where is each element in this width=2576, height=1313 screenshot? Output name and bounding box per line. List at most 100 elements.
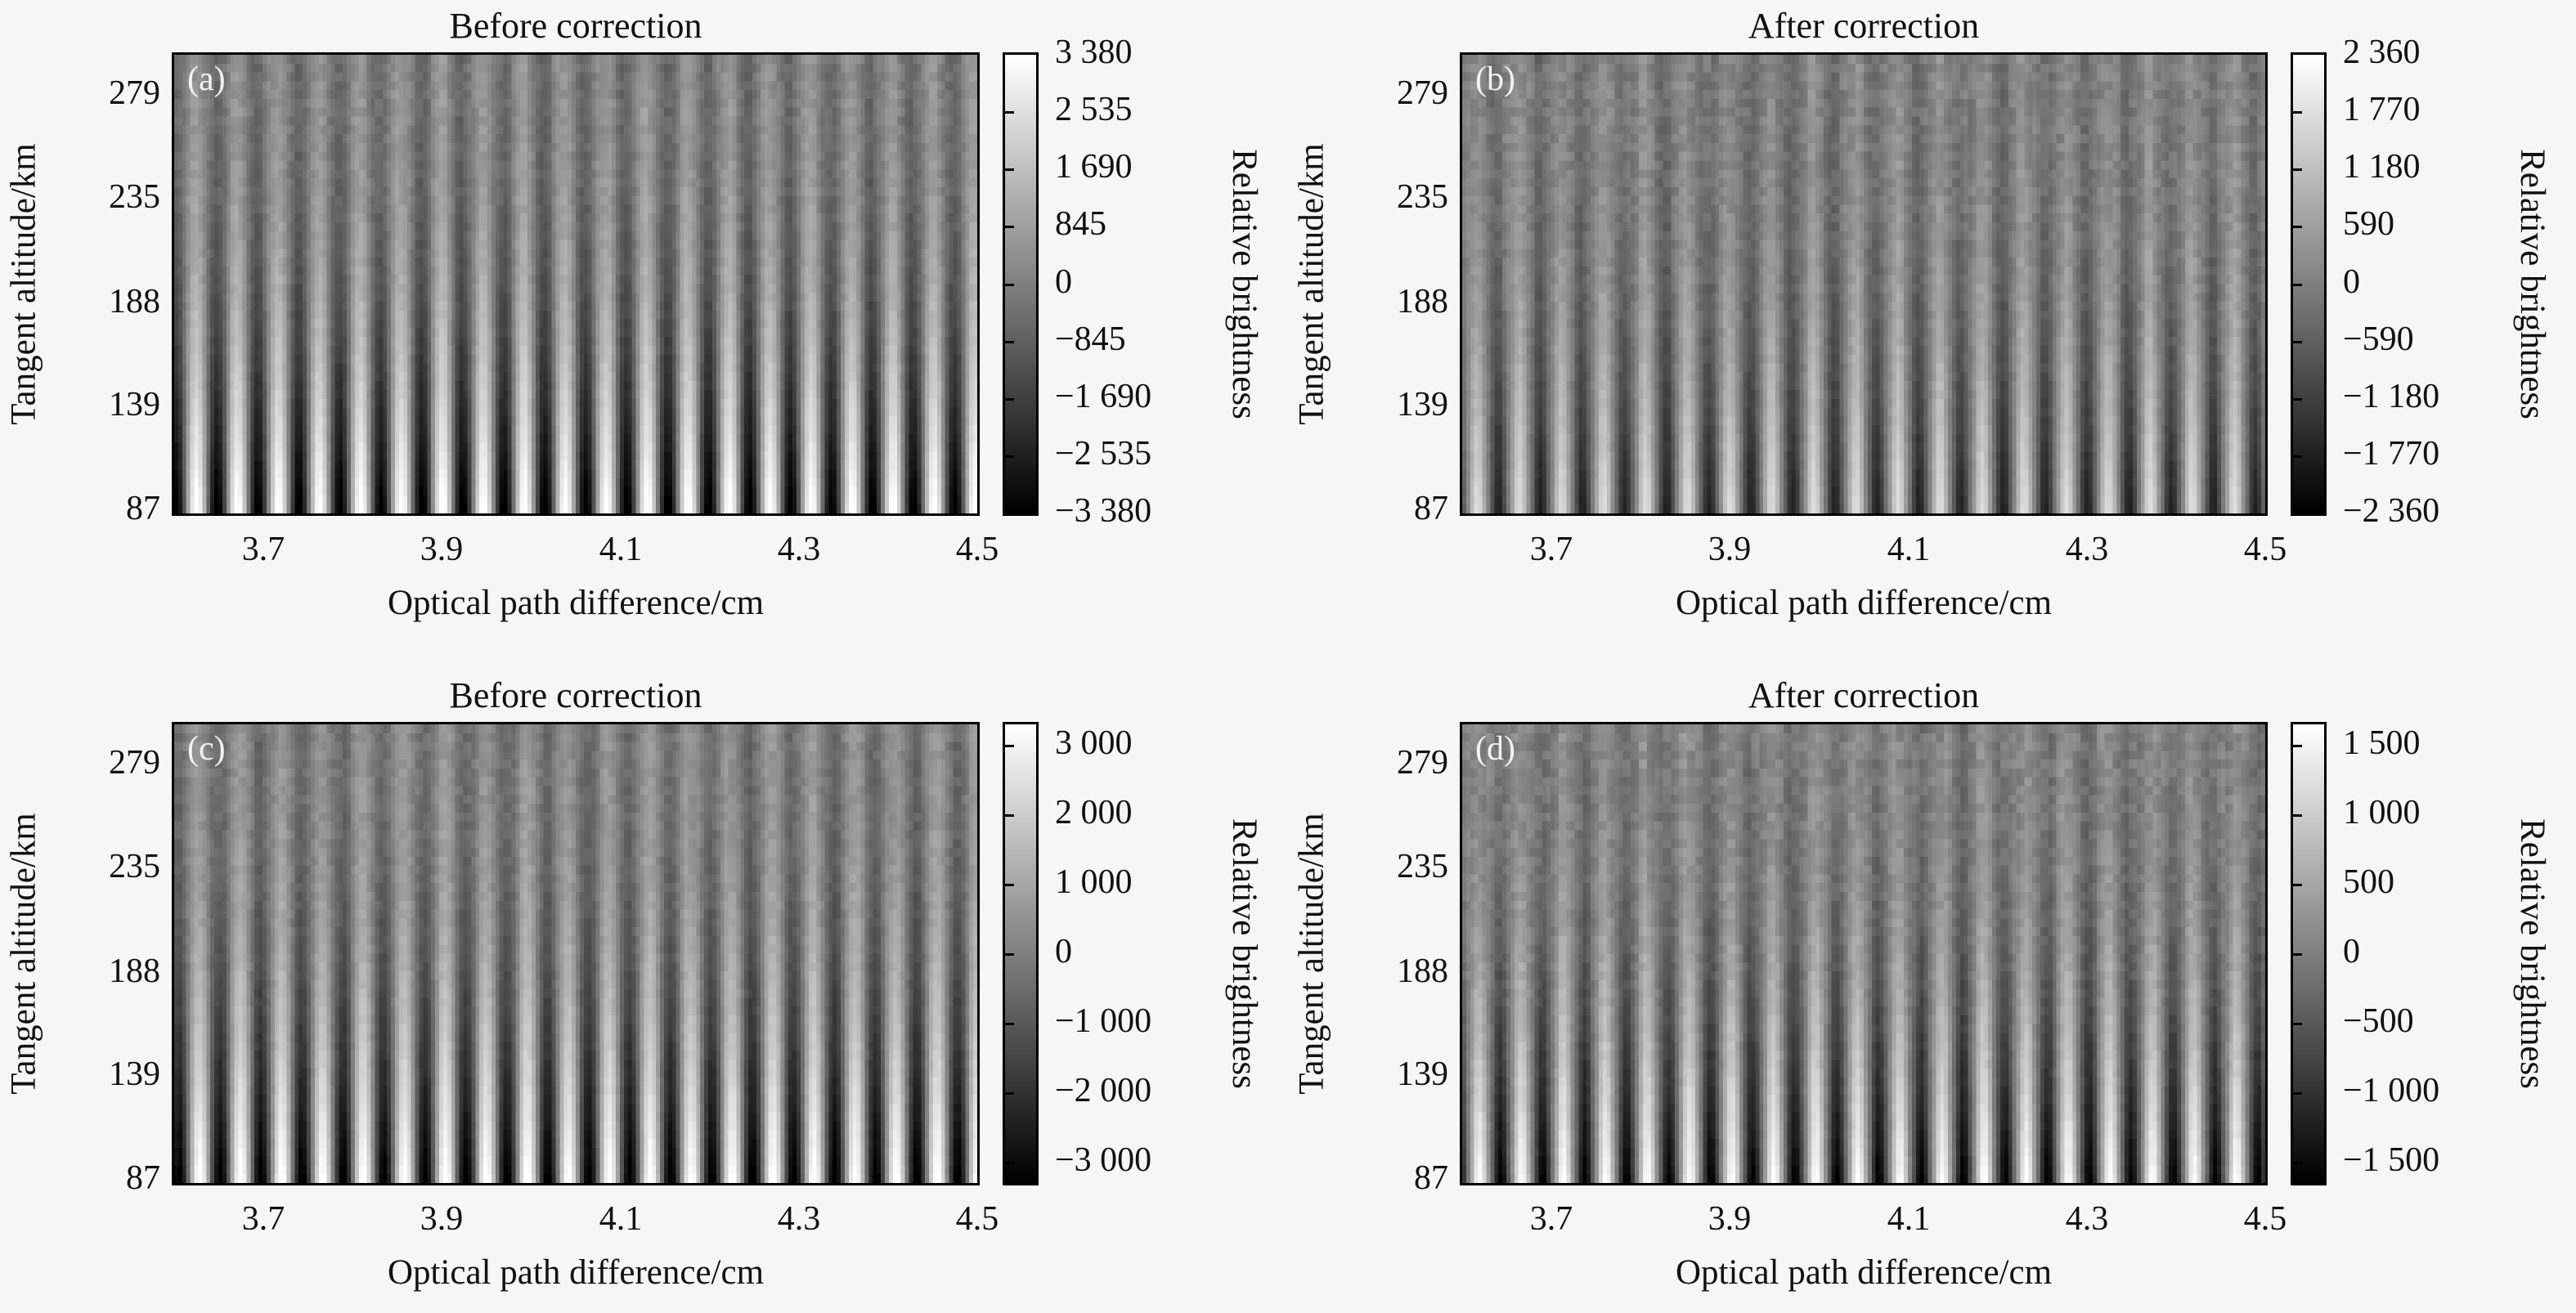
x-tick-label: 4.5 xyxy=(2243,1200,2287,1238)
x-axis-ticks: 3.7 3.9 4.1 4.3 4.5 xyxy=(1460,528,2287,571)
colorbar-tick-mark xyxy=(2293,1091,2302,1095)
panel: After correction Tangent altitude/km 279… xyxy=(1288,0,2576,656)
colorbar-tick-label: 1 770 xyxy=(2343,91,2421,129)
colorbar-tick-marks xyxy=(2293,55,2324,513)
x-tick-label: 4.3 xyxy=(2065,1200,2109,1238)
y-tick-label: 188 xyxy=(1397,952,1448,990)
x-tick-label: 4.1 xyxy=(599,1200,643,1238)
colorbar-title: Relative brightness xyxy=(1224,149,1263,419)
x-tick-label: 3.9 xyxy=(1708,531,1752,568)
panel-title: Before correction xyxy=(449,675,702,715)
y-tick-label: 139 xyxy=(109,1055,160,1094)
y-tick-label: 139 xyxy=(1397,386,1448,424)
colorbar-tick-label: −500 xyxy=(2343,1002,2414,1040)
x-tick-label: 3.7 xyxy=(1529,1200,1573,1238)
colorbar-tick-label: −590 xyxy=(2343,320,2414,358)
y-tick-label: 188 xyxy=(109,952,160,990)
colorbar-tick-marks xyxy=(1005,724,1036,1183)
y-tick-label: 235 xyxy=(109,848,160,886)
colorbar-tick-label: 0 xyxy=(2343,262,2360,301)
colorbar-tick-label: 1 000 xyxy=(1055,863,1133,901)
panel-box: Before correction Tangent altitude/km 27… xyxy=(0,5,1288,643)
colorbar-tick-label: −2 000 xyxy=(1055,1071,1152,1109)
y-tick-label: 279 xyxy=(109,74,160,113)
colorbar-tick-mark xyxy=(1005,340,1014,343)
colorbar-tick-label: 2 360 xyxy=(2343,34,2421,71)
colorbar-tick-label: 0 xyxy=(1055,262,1072,301)
colorbar-tick-label: 1 180 xyxy=(2343,148,2421,186)
x-axis-label: Optical path difference/cm xyxy=(387,584,765,622)
panel-box: Before correction Tangent altitude/km 27… xyxy=(0,674,1288,1313)
colorbar-tick-label: −1 500 xyxy=(2343,1140,2440,1179)
panel-title: After correction xyxy=(1748,6,1980,46)
x-tick-label: 4.1 xyxy=(599,531,643,568)
colorbar-tick-label: 500 xyxy=(2343,863,2394,901)
panel: Before correction Tangent altitude/km 27… xyxy=(0,0,1288,656)
colorbar-tick-label: −845 xyxy=(1055,320,1126,358)
y-axis-ticks: 279 235 188 139 87 xyxy=(33,722,160,1197)
colorbar-tick-label: 1 690 xyxy=(1055,148,1133,186)
colorbar-tick-mark xyxy=(2293,455,2302,458)
colorbar-title-box: Relative brightness xyxy=(2497,52,2567,516)
colorbar xyxy=(2291,52,2327,516)
heatmap-plot: (a) xyxy=(172,52,980,516)
colorbar-tick-mark xyxy=(2293,226,2302,229)
panel-title: Before correction xyxy=(449,6,702,46)
colorbar-tick-labels: 3 000 2 000 1 000 0 −1 000 −2 000 −3 000 xyxy=(1055,722,1235,1185)
colorbar xyxy=(1003,722,1039,1185)
colorbar-tick-labels: 3 380 2 535 1 690 845 0 −845 −1 690 −2 535 −3 38… xyxy=(1055,34,1235,530)
panel-letter: (d) xyxy=(1475,730,1515,768)
colorbar-tick-mark xyxy=(1005,813,1014,817)
x-tick-label: 4.3 xyxy=(2065,531,2109,568)
panel-box: After correction Tangent altitude/km 279… xyxy=(1288,674,2576,1313)
colorbar-tick-mark xyxy=(2293,283,2302,286)
heatmap-plot: (c) xyxy=(172,722,980,1185)
colorbar-tick-label: 845 xyxy=(1055,205,1106,244)
y-tick-label: 87 xyxy=(1414,1159,1448,1198)
heatmap-plot: (b) xyxy=(1460,52,2268,516)
x-axis-ticks: 3.7 3.9 4.1 4.3 4.5 xyxy=(1460,1198,2287,1240)
panel-letter: (b) xyxy=(1475,60,1515,98)
x-tick-label: 3.9 xyxy=(420,1200,464,1238)
colorbar-tick-label: 1 000 xyxy=(2343,793,2421,831)
colorbar-tick-mark xyxy=(1005,397,1014,401)
y-axis-ticks: 279 235 188 139 87 xyxy=(33,52,160,527)
y-tick-label: 139 xyxy=(1397,1055,1448,1094)
panel: Before correction Tangent altitude/km 27… xyxy=(0,656,1288,1313)
colorbar-tick-label: 1 500 xyxy=(2343,724,2421,762)
colorbar-title: Relative brightness xyxy=(2512,149,2551,419)
colorbar-tick-mark xyxy=(1005,744,1014,747)
colorbar-tick-mark xyxy=(2293,168,2302,172)
x-tick-label: 3.9 xyxy=(1708,1200,1752,1238)
panel-letter: (c) xyxy=(187,730,226,768)
colorbar-tick-label: 2 000 xyxy=(1055,793,1133,831)
colorbar-tick-mark xyxy=(2293,744,2302,747)
colorbar-tick-mark xyxy=(1005,883,1014,886)
colorbar-title-box: Relative brightness xyxy=(2497,722,2567,1185)
interferogram-canvas xyxy=(1462,55,2265,513)
colorbar-tick-mark xyxy=(2293,340,2302,343)
panel-title: After correction xyxy=(1748,675,1980,715)
colorbar-tick-mark xyxy=(1005,952,1014,956)
y-tick-label: 87 xyxy=(126,490,160,528)
interferogram-canvas xyxy=(1462,724,2265,1183)
x-tick-label: 4.5 xyxy=(955,1200,999,1238)
colorbar-tick-label: −2 360 xyxy=(2343,492,2440,530)
colorbar-tick-mark xyxy=(2293,397,2302,401)
colorbar-tick-label: 3 380 xyxy=(1055,34,1133,71)
colorbar-title-box: Relative brightness xyxy=(1209,52,1279,516)
colorbar-tick-label: 3 000 xyxy=(1055,724,1133,762)
panel-letter: (a) xyxy=(187,60,226,98)
interferogram-canvas xyxy=(174,55,977,513)
colorbar-tick-label: −1 000 xyxy=(1055,1002,1152,1040)
colorbar-tick-mark xyxy=(2293,813,2302,817)
x-tick-label: 4.3 xyxy=(777,1200,821,1238)
colorbar-tick-marks xyxy=(2293,724,2324,1183)
colorbar-tick-label: 2 535 xyxy=(1055,91,1133,129)
colorbar-tick-mark xyxy=(1005,283,1014,286)
y-tick-label: 87 xyxy=(126,1159,160,1198)
x-tick-label: 3.7 xyxy=(1529,531,1573,568)
x-tick-label: 4.1 xyxy=(1887,531,1931,568)
colorbar-tick-mark xyxy=(2293,111,2302,114)
